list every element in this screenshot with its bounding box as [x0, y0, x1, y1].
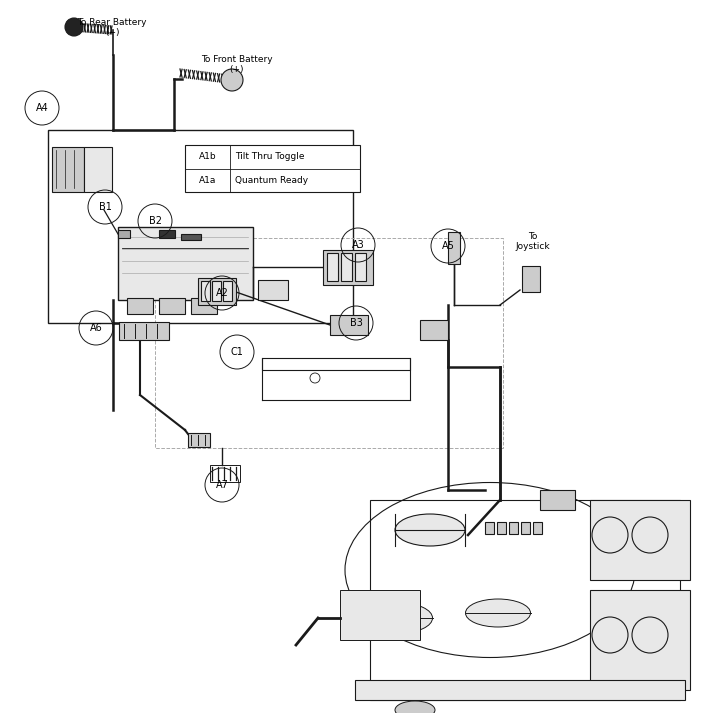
Bar	[127, 298, 153, 314]
Text: A1b: A1b	[198, 153, 216, 161]
Text: B1: B1	[99, 202, 112, 212]
Bar	[210, 465, 240, 482]
Text: A3: A3	[352, 240, 364, 250]
Bar	[198, 278, 236, 305]
Bar	[509, 522, 518, 534]
Bar	[330, 315, 368, 335]
Bar	[355, 253, 366, 281]
Text: B2: B2	[148, 216, 162, 226]
Bar	[448, 232, 460, 264]
Text: Tilt Thru Toggle: Tilt Thru Toggle	[235, 153, 304, 161]
Text: To
Joystick: To Joystick	[515, 232, 550, 252]
Ellipse shape	[395, 514, 465, 546]
Bar	[323, 250, 373, 285]
Bar	[262, 358, 410, 370]
Text: To Front Battery
(+): To Front Battery (+)	[201, 55, 273, 74]
Text: A2: A2	[215, 288, 229, 298]
Text: A6: A6	[90, 323, 102, 333]
Bar	[497, 522, 506, 534]
Bar	[340, 590, 420, 640]
Bar	[327, 253, 338, 281]
Bar	[48, 130, 353, 323]
Bar	[258, 280, 288, 300]
Bar	[223, 281, 232, 301]
Text: A4: A4	[35, 103, 49, 113]
Bar	[118, 230, 130, 238]
Text: B3: B3	[349, 318, 362, 328]
Bar	[201, 281, 210, 301]
Bar	[52, 147, 84, 192]
Text: Quantum Ready: Quantum Ready	[235, 175, 308, 185]
Bar	[118, 227, 253, 300]
Bar	[155, 238, 503, 448]
Bar	[355, 680, 685, 700]
Circle shape	[65, 18, 83, 36]
Bar	[191, 298, 217, 314]
Bar	[341, 253, 352, 281]
Bar	[185, 145, 360, 192]
Bar	[533, 522, 542, 534]
Bar	[212, 281, 221, 301]
Bar	[485, 522, 494, 534]
Bar	[159, 298, 185, 314]
Text: A1a: A1a	[199, 175, 216, 185]
Bar	[370, 500, 680, 700]
Bar	[590, 590, 690, 690]
Circle shape	[221, 69, 243, 91]
Bar	[188, 433, 210, 447]
Text: C1: C1	[231, 347, 244, 357]
Text: A7: A7	[215, 480, 229, 490]
Ellipse shape	[395, 701, 435, 713]
Text: A5: A5	[441, 241, 455, 251]
Ellipse shape	[368, 603, 433, 633]
Bar	[540, 490, 575, 510]
Ellipse shape	[465, 599, 530, 627]
Text: To Rear Battery
(−): To Rear Battery (−)	[77, 18, 147, 37]
Bar	[522, 266, 540, 292]
Bar	[119, 322, 169, 340]
Bar	[159, 230, 175, 238]
Bar	[181, 234, 201, 240]
Bar	[521, 522, 530, 534]
Bar	[84, 147, 112, 192]
Bar	[420, 320, 448, 340]
Bar	[590, 500, 690, 580]
